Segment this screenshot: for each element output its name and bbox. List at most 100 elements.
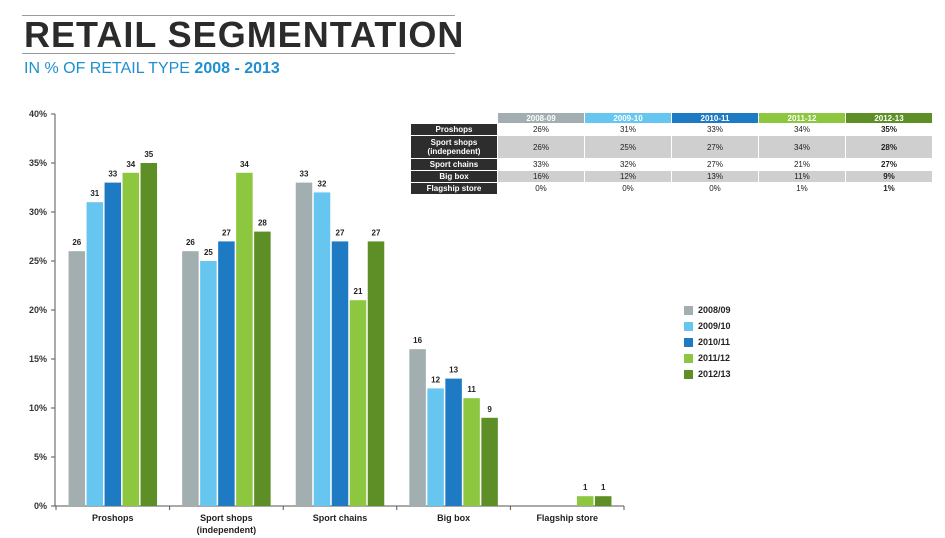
table-header-2008-09: 2008-09 — [498, 113, 584, 123]
bar-value-label: 35 — [144, 150, 153, 159]
table-row-label: Sport chains — [411, 159, 497, 170]
bar — [445, 378, 462, 506]
legend-swatch — [684, 305, 693, 315]
table-row-label: Flagship store — [411, 183, 497, 194]
bar — [481, 417, 498, 506]
bar — [182, 251, 199, 506]
y-tick-label: 25% — [29, 256, 47, 266]
table-row-label-text: Sport shops (independent) — [427, 138, 481, 156]
legend-item: 2012/13 — [684, 366, 731, 382]
bar-value-label: 26 — [186, 238, 195, 247]
bar-value-label: 25 — [204, 248, 213, 257]
bar — [594, 496, 612, 506]
table-header-2009-10: 2009-10 — [585, 113, 671, 123]
bar-value-label: 34 — [126, 160, 135, 169]
subtitle-prefix: IN % OF RETAIL TYPE — [24, 60, 190, 77]
page-title: RETAIL SEGMENTATION — [24, 14, 465, 55]
bar — [200, 261, 217, 506]
legend-item: 2009/10 — [684, 318, 731, 334]
bar — [140, 163, 158, 506]
bar — [122, 172, 140, 507]
bar-value-label: 26 — [72, 238, 81, 247]
legend-label: 2012/13 — [698, 369, 731, 379]
table-cell: 9% — [846, 171, 932, 182]
bar-value-label: 21 — [354, 287, 363, 296]
legend-label: 2011/12 — [698, 353, 731, 363]
y-tick-label: 0% — [34, 501, 47, 511]
legend-label: 2010/11 — [698, 337, 731, 347]
bar — [313, 192, 331, 506]
table-header-2012-13: 2012-13 — [846, 113, 932, 123]
bar — [409, 349, 426, 506]
legend-swatch — [684, 369, 693, 379]
x-category-sublabel: (independent) — [197, 525, 257, 535]
legend-label: 2009/10 — [698, 321, 731, 331]
table-header-2010-11: 2010-11 — [672, 113, 758, 123]
bar — [295, 182, 313, 506]
table-row: Sport shops (independent) 26% 25% 27% 34… — [411, 136, 932, 158]
bar-value-label: 27 — [222, 228, 231, 237]
bar-value-label: 28 — [258, 219, 267, 228]
table-row: Proshops 26% 31% 33% 34% 35% — [411, 124, 932, 135]
legend-item: 2008/09 — [684, 302, 731, 318]
legend-swatch — [684, 337, 693, 347]
x-category-label: Sport shops — [200, 513, 253, 523]
table-cell: 34% — [793, 125, 810, 134]
legend-swatch — [684, 353, 693, 363]
x-category-label: Flagship store — [536, 513, 598, 523]
table-cell: 35% — [880, 125, 897, 134]
y-tick-label: 40% — [29, 109, 47, 119]
bar — [218, 241, 235, 506]
table-cell: 33% — [706, 125, 723, 134]
table-cell: 21% — [793, 160, 810, 169]
table-row: Sport chains 33% 32% 27% 21% 27% — [411, 159, 932, 170]
bar-value-label: 11 — [467, 385, 476, 394]
chart-legend: 2008/09 2009/10 2010/11 2011/12 2012/13 — [684, 302, 731, 382]
bar — [236, 172, 253, 507]
table-corner — [411, 113, 497, 123]
table-cell: 27% — [880, 160, 897, 169]
data-table: 2008-09 2009-10 2010-11 2011-12 2012-13 … — [410, 112, 933, 195]
bar-value-label: 12 — [431, 375, 440, 384]
legend-item: 2011/12 — [684, 350, 731, 366]
bar — [68, 251, 86, 506]
bar-value-label: 33 — [108, 170, 117, 179]
bar-value-label: 33 — [300, 170, 309, 179]
table-cell: 28% — [846, 136, 932, 158]
table-cell: 16% — [498, 171, 584, 182]
table-row: Big box 16% 12% 13% 11% 9% — [411, 171, 932, 182]
legend-item: 2010/11 — [684, 334, 731, 350]
table-cell: 26% — [532, 125, 549, 134]
bar-value-label: 1 — [583, 483, 588, 492]
bar — [367, 241, 385, 506]
bar-value-label: 34 — [240, 160, 249, 169]
table-row-label: Big box — [411, 171, 497, 182]
table-cell: 25% — [585, 136, 671, 158]
table-cell: 11% — [759, 171, 845, 182]
bar — [349, 300, 367, 506]
bar — [331, 241, 349, 506]
table-cell: 0% — [709, 184, 721, 193]
table-row-label: Sport shops (independent) — [411, 136, 497, 158]
y-tick-label: 30% — [29, 207, 47, 217]
legend-swatch — [684, 321, 693, 331]
table-cell: 13% — [672, 171, 758, 182]
table-header-row: 2008-09 2009-10 2010-11 2011-12 2012-13 — [411, 113, 932, 123]
bar-value-label: 32 — [318, 179, 327, 188]
bar-value-label: 27 — [372, 228, 381, 237]
table-cell: 27% — [672, 136, 758, 158]
table-cell: 0% — [535, 184, 547, 193]
bar-value-label: 9 — [487, 405, 492, 414]
bar — [86, 202, 104, 506]
x-category-label: Sport chains — [313, 513, 368, 523]
title-rule-bottom — [22, 53, 455, 54]
bar-value-label: 27 — [336, 228, 345, 237]
bar — [104, 182, 122, 506]
bar-value-label: 31 — [90, 189, 99, 198]
table-row: Flagship store 0% 0% 0% 1% 1% — [411, 183, 932, 194]
table-cell: 1% — [796, 184, 808, 193]
table-cell: 34% — [759, 136, 845, 158]
bar-value-label: 13 — [449, 366, 458, 375]
y-tick-label: 5% — [34, 452, 47, 462]
